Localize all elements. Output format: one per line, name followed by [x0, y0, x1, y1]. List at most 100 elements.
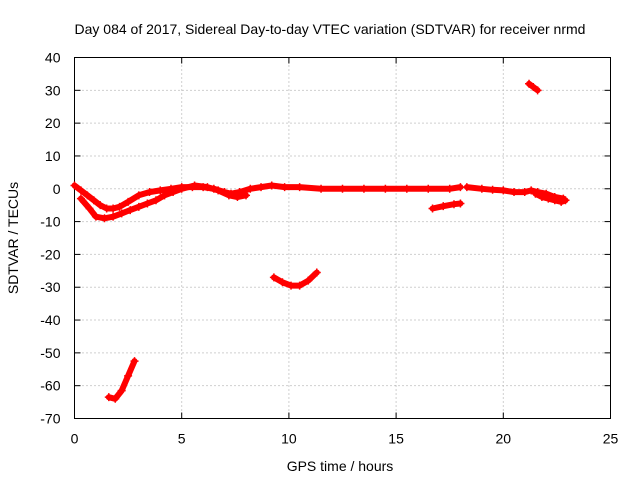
y-tick-label: 10 — [45, 148, 61, 164]
data-point — [70, 181, 79, 190]
x-tick-label: 0 — [71, 431, 79, 447]
data-point — [100, 214, 109, 223]
data-point — [295, 281, 304, 290]
x-tick-label: 5 — [178, 431, 186, 447]
y-tick-label: -70 — [40, 411, 60, 427]
y-tick-label: -50 — [40, 345, 60, 361]
data-point — [525, 79, 534, 88]
data-point — [111, 394, 120, 403]
data-point — [529, 83, 538, 92]
x-tick-label: 20 — [496, 431, 512, 447]
y-tick-label: -40 — [40, 312, 60, 328]
data-point — [76, 186, 85, 195]
data-point — [91, 212, 100, 221]
data-point — [246, 184, 255, 193]
data-point — [544, 194, 553, 203]
data-point — [402, 184, 411, 193]
data-point — [117, 386, 126, 395]
data-point — [89, 196, 98, 205]
data-point — [134, 202, 143, 211]
data-point — [203, 183, 212, 192]
data-point — [124, 197, 133, 206]
series-late-positive-segment — [525, 79, 542, 95]
data-point — [338, 184, 347, 193]
data-point — [214, 186, 223, 195]
data-point — [117, 209, 126, 218]
data-point — [428, 204, 437, 213]
x-tick-label: 10 — [281, 431, 297, 447]
series-line — [270, 269, 320, 289]
data-point — [115, 202, 124, 211]
data-point — [317, 184, 326, 193]
y-tick-label: 0 — [53, 181, 61, 197]
grid-lines — [74, 57, 611, 419]
data-point — [160, 191, 169, 200]
x-tick-label: 15 — [388, 431, 404, 447]
data-point — [456, 199, 465, 208]
y-tick-label: -30 — [40, 279, 60, 295]
series-early-steep-arc — [104, 357, 139, 403]
data-point — [550, 196, 559, 205]
series-line — [71, 182, 464, 212]
data-point — [169, 188, 178, 197]
data-point — [143, 199, 152, 208]
data-point — [224, 191, 233, 200]
data-point — [287, 281, 296, 290]
data-point — [510, 188, 519, 197]
data-point — [295, 183, 304, 192]
data-point — [520, 188, 529, 197]
y-tick-label: 20 — [45, 115, 61, 131]
y-axis-label: SDTVAR / TECUs — [5, 182, 21, 294]
data-point — [527, 186, 536, 195]
series-late-negative-segment — [428, 199, 465, 213]
data-point — [76, 194, 85, 203]
data-point — [445, 184, 454, 193]
data-point — [134, 191, 143, 200]
y-tick-label: -60 — [40, 378, 60, 394]
data-point — [109, 212, 118, 221]
x-axis-label: GPS time / hours — [287, 458, 394, 474]
x-tick-label: 25 — [603, 431, 619, 447]
plot-frame — [74, 57, 611, 419]
data-point — [190, 181, 199, 190]
data-point — [156, 186, 165, 195]
y-tick-label: 40 — [45, 50, 61, 66]
data-point — [488, 185, 497, 194]
series-layer — [70, 79, 570, 403]
data-point — [257, 183, 266, 192]
data-point — [531, 189, 540, 198]
series-end-cluster — [531, 189, 570, 206]
y-tick-label: -10 — [40, 214, 60, 230]
data-point — [533, 86, 542, 95]
data-point — [381, 184, 390, 193]
data-point — [561, 196, 570, 205]
y-tick-labels: -70 -60 -50 -40 -30 -20 -10 0 10 20 30 40 — [40, 50, 60, 427]
data-point — [85, 204, 94, 213]
data-point — [537, 192, 546, 201]
data-point — [233, 192, 242, 201]
data-point — [424, 184, 433, 193]
data-point — [151, 196, 160, 205]
data-point — [267, 181, 276, 190]
data-point — [462, 183, 471, 192]
series-main-trace-b — [76, 181, 251, 223]
data-point — [126, 206, 135, 215]
data-point — [104, 393, 113, 402]
data-point — [242, 191, 251, 200]
data-point — [477, 184, 486, 193]
y-tick-label: 30 — [45, 82, 61, 98]
data-point — [269, 273, 278, 282]
axis-ticks — [74, 57, 611, 419]
data-point — [557, 197, 566, 206]
data-point — [280, 183, 289, 192]
chart-title: Day 084 of 2017, Sidereal Day-to-day VTE… — [75, 21, 586, 37]
data-point — [359, 184, 368, 193]
data-point — [96, 201, 105, 210]
data-point — [130, 357, 139, 366]
data-point — [83, 191, 92, 200]
data-point — [145, 188, 154, 197]
data-point — [124, 371, 133, 380]
series-mid-negative-arc — [269, 268, 321, 290]
data-point — [109, 204, 118, 213]
